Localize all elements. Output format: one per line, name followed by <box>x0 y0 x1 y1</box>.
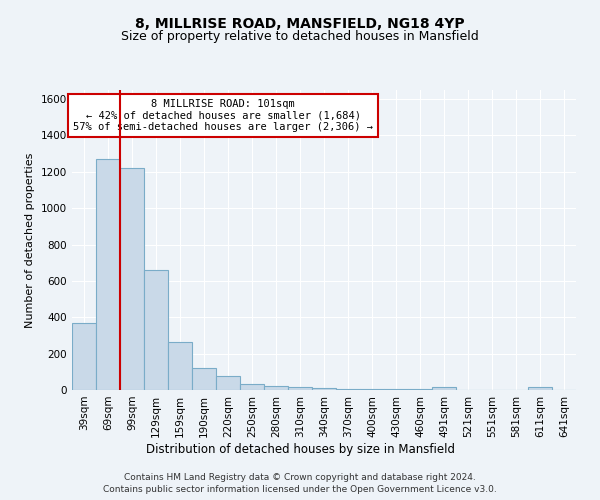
Bar <box>264 386 288 390</box>
Bar <box>360 389 384 390</box>
Text: 8, MILLRISE ROAD, MANSFIELD, NG18 4YP: 8, MILLRISE ROAD, MANSFIELD, NG18 4YP <box>135 18 465 32</box>
Bar <box>168 342 192 390</box>
Bar <box>408 389 432 390</box>
Bar <box>240 384 264 390</box>
Bar <box>312 388 336 390</box>
Y-axis label: Number of detached properties: Number of detached properties <box>25 152 35 328</box>
Bar <box>528 388 552 390</box>
Bar <box>120 168 144 390</box>
Bar <box>192 368 216 390</box>
Text: Distribution of detached houses by size in Mansfield: Distribution of detached houses by size … <box>146 442 455 456</box>
Bar <box>384 389 408 390</box>
Bar <box>144 270 168 390</box>
Text: 8 MILLRISE ROAD: 101sqm
← 42% of detached houses are smaller (1,684)
57% of semi: 8 MILLRISE ROAD: 101sqm ← 42% of detache… <box>73 99 373 132</box>
Bar <box>72 322 96 390</box>
Bar <box>432 388 456 390</box>
Text: Contains HM Land Registry data © Crown copyright and database right 2024.: Contains HM Land Registry data © Crown c… <box>124 472 476 482</box>
Text: Contains public sector information licensed under the Open Government Licence v3: Contains public sector information licen… <box>103 485 497 494</box>
Text: Size of property relative to detached houses in Mansfield: Size of property relative to detached ho… <box>121 30 479 43</box>
Bar <box>288 388 312 390</box>
Bar <box>216 376 240 390</box>
Bar <box>336 388 360 390</box>
Bar <box>96 159 120 390</box>
